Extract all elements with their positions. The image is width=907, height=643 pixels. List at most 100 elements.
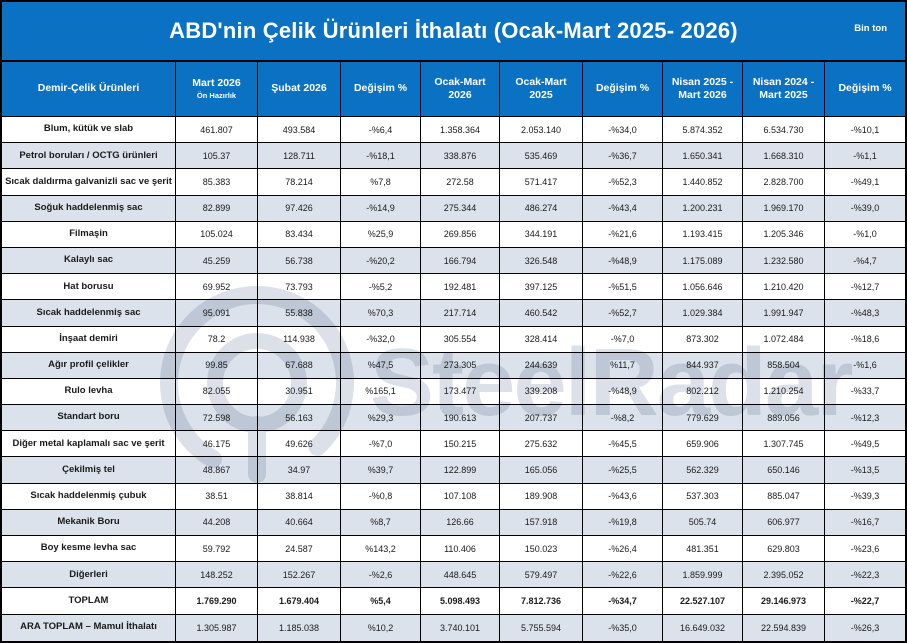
- value-cell: -%1,0: [853, 229, 877, 240]
- value-cell: 275.344: [421, 195, 500, 221]
- value-cell: 157.918: [500, 509, 583, 535]
- value-cell: 650.146: [743, 457, 825, 483]
- value-cell: -%13,5: [850, 465, 880, 476]
- value-cell: -%4,7: [853, 255, 877, 266]
- column-header: Nisan 2025 - Mart 2026: [663, 62, 743, 116]
- value-cell: 397.125: [500, 274, 583, 300]
- value-cell: 1.210.420: [743, 274, 825, 300]
- value-cell: 1.232.580: [743, 247, 825, 274]
- value-cell: -%45,5: [583, 431, 663, 457]
- value-cell: -%16,7: [850, 517, 880, 528]
- value-cell: -%48,9: [583, 247, 663, 274]
- value-cell: 885.047: [743, 483, 825, 509]
- value-cell: %5,4: [341, 588, 421, 614]
- column-header: Değişim %: [341, 62, 421, 116]
- value-cell: 5.098.493: [421, 588, 500, 614]
- unit-label: Bin ton: [854, 23, 887, 34]
- value-cell: 173.477: [421, 378, 500, 405]
- product-name-cell: Kalaylı sac: [2, 247, 176, 274]
- value-cell: 486.274: [500, 195, 583, 221]
- value-cell: 148.252: [176, 562, 258, 588]
- value-cell: 1.440.852: [663, 169, 743, 195]
- title-bar: ABD'nin Çelik Ürünleri İthalatı (Ocak-Ma…: [2, 2, 905, 62]
- value-cell: %143,2: [341, 536, 421, 562]
- value-cell: -%34,7: [583, 588, 663, 614]
- value-cell: -%48,9: [583, 378, 663, 405]
- value-cell: -%12,7: [850, 281, 880, 292]
- value-cell: 30.951: [258, 378, 341, 405]
- value-cell: 67.688: [258, 352, 341, 378]
- value-cell: -%33,7: [850, 386, 880, 397]
- value-cell: 1.175.089: [663, 247, 743, 274]
- table-row: Soğuk haddelenmiş sac 82.899 97.426 -%14,9 2…: [2, 195, 905, 222]
- value-cell: 56.738: [258, 247, 341, 274]
- value-cell: -%1,1: [853, 150, 877, 161]
- table-body: Blum, kütük ve slab 461.807 493.584 -%6,4 1.…: [2, 117, 905, 641]
- value-cell: 150.215: [421, 431, 500, 457]
- value-cell: 326.548: [500, 247, 583, 274]
- column-header: Şubat 2026: [258, 62, 341, 116]
- value-cell: -%7,0: [341, 431, 421, 457]
- value-cell: 82.055: [176, 378, 258, 405]
- value-cell: 107.108: [421, 483, 500, 509]
- product-name-cell: Ağır profil çelikler: [2, 352, 176, 378]
- product-name-cell: Sıcak daldırma galvanizli sac ve şerit: [2, 169, 176, 195]
- value-cell: 110.406: [421, 536, 500, 562]
- value-cell: 3.740.101: [421, 614, 500, 641]
- value-cell: %10,2: [341, 614, 421, 641]
- value-cell: 78.214: [258, 169, 341, 195]
- table-row: Diğer metal kaplamalı sac ve şerit 46.175…: [2, 431, 905, 458]
- value-cell: -%32,0: [341, 326, 421, 352]
- value-cell: 56.163: [258, 405, 341, 431]
- value-cell: 1.991.947: [743, 300, 825, 326]
- value-cell: 562.329: [663, 457, 743, 483]
- value-cell: -%22,6: [583, 562, 663, 588]
- value-cell: %165,1: [341, 378, 421, 405]
- product-name-cell: Diğer metal kaplamalı sac ve şerit: [2, 431, 176, 457]
- value-cell: -%10,1: [850, 124, 880, 135]
- value-cell: -%12,3: [850, 412, 880, 423]
- value-cell: 78.2: [176, 326, 258, 352]
- value-cell: 73.793: [258, 274, 341, 300]
- value-cell: -%7,0: [583, 326, 663, 352]
- product-name-cell: Sıcak haddelenmiş çubuk: [2, 483, 176, 509]
- product-name-cell: Boy kesme levha sac: [2, 536, 176, 562]
- value-cell: 273.305: [421, 352, 500, 378]
- value-cell: -%51,5: [583, 274, 663, 300]
- value-cell: -%48,3: [850, 307, 880, 318]
- value-cell: -%49,1: [850, 176, 880, 187]
- value-cell: -%22,3: [850, 569, 880, 580]
- value-cell: 69.952: [176, 274, 258, 300]
- value-cell: -%2,6: [341, 562, 421, 588]
- value-cell: 166.794: [421, 247, 500, 274]
- value-cell: -%21,6: [583, 221, 663, 247]
- value-cell: -%8,2: [583, 405, 663, 431]
- table-row: Blum, kütük ve slab 461.807 493.584 -%6,4 1.…: [2, 117, 905, 144]
- value-cell: 1.305.987: [176, 614, 258, 641]
- value-cell: 40.664: [258, 509, 341, 535]
- value-cell: 244.639: [500, 352, 583, 378]
- value-cell: 535.469: [500, 143, 583, 169]
- value-cell: 126.66: [421, 509, 500, 535]
- table-row: Boy kesme levha sac 59.792 24.587 %143,2 110…: [2, 536, 905, 563]
- product-name-cell: Sıcak haddelenmiş sac: [2, 300, 176, 326]
- product-name-cell: Filmaşin: [2, 221, 176, 247]
- value-cell: 802.212: [663, 378, 743, 405]
- value-cell: 779.629: [663, 405, 743, 431]
- product-name-cell: Blum, kütük ve slab: [2, 117, 176, 143]
- value-cell: %29,3: [341, 405, 421, 431]
- value-cell: 1.200.231: [663, 195, 743, 221]
- value-cell: 24.587: [258, 536, 341, 562]
- table-row: Mekanik Boru 44.208 40.664 %8,7 126.66 157.91…: [2, 509, 905, 536]
- value-cell: 38.814: [258, 483, 341, 509]
- table-row: Standart boru 72.598 56.163 %29,3 190.613 207…: [2, 405, 905, 432]
- value-cell: 1.307.745: [743, 431, 825, 457]
- column-header: Nisan 2024 - Mart 2025: [743, 62, 825, 116]
- value-cell: 128.711: [258, 143, 341, 169]
- value-cell: -%20,2: [341, 247, 421, 274]
- value-cell: 122.899: [421, 457, 500, 483]
- value-cell: 1.668.310: [743, 143, 825, 169]
- value-cell: 460.542: [500, 300, 583, 326]
- value-cell: -%52,7: [583, 300, 663, 326]
- value-cell: 493.584: [258, 117, 341, 143]
